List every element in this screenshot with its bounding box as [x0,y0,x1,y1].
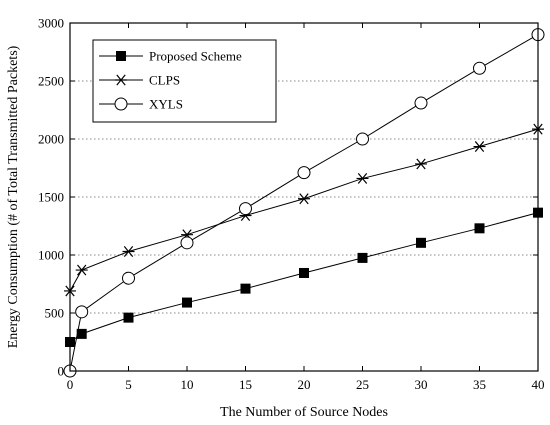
line-proposed-scheme [69,212,539,343]
x-tick-label: 30 [415,377,428,392]
x-tick-label: 10 [181,377,194,392]
line-clps [69,128,539,292]
x-axis-title: The Number of Source Nodes [220,405,388,420]
series-lines [69,34,539,372]
legend-label-clps: CLPS [149,73,180,88]
x-tick-label: 0 [67,377,74,392]
point-proposed-scheme [416,237,426,248]
point-xyls [180,236,194,250]
point-xyls [239,202,252,216]
point-proposed-scheme [182,297,192,308]
point-proposed-scheme [357,252,368,263]
x-tick-label: 35 [473,377,486,392]
point-xyls [414,96,428,110]
point-xyls [122,271,135,285]
y-tick-label: 0 [58,364,65,379]
x-tick-label: 20 [298,377,311,392]
legend-marker-proposed-scheme [116,51,126,61]
y-tick-label: 3000 [38,16,64,31]
legend-marker-xyls [114,97,128,111]
legend-label-xyls: XYLS [149,97,183,112]
y-tick-label: 1000 [38,248,64,263]
point-proposed-scheme [123,312,134,323]
point-clps [75,264,88,276]
x-tick-label: 40 [532,377,545,392]
legend: Proposed Scheme CLPS XYLS [92,39,277,123]
point-xyls [473,61,486,75]
point-proposed-scheme [76,328,87,339]
point-clps [356,172,369,184]
x-tick-label: 5 [125,377,132,392]
point-clps [298,193,310,205]
point-xyls [297,166,311,180]
point-proposed-scheme [474,223,485,234]
x-tick-label: 15 [239,377,252,392]
y-axis-title: Energy Consumption (# of Total Transmitt… [6,45,21,348]
legend-label-proposed-scheme: Proposed Scheme [149,49,242,64]
line-xyls [69,34,539,372]
y-tick-label: 2500 [38,74,64,89]
point-xyls [356,132,369,146]
point-clps [122,246,135,258]
axis-ticks: 0 500 1000 1500 2000 2500 3000 0 5 10 15 20 25 30 35 40 [38,16,545,393]
point-xyls [75,305,89,319]
x-tick-label: 25 [356,377,369,392]
y-tick-label: 1500 [38,190,64,205]
y-tick-label: 2000 [38,132,64,147]
point-clps [415,158,427,170]
legend-marker-clps [115,74,127,86]
y-tick-label: 500 [45,306,65,321]
point-proposed-scheme [299,267,309,278]
point-proposed-scheme [240,283,251,294]
point-clps [473,141,486,153]
